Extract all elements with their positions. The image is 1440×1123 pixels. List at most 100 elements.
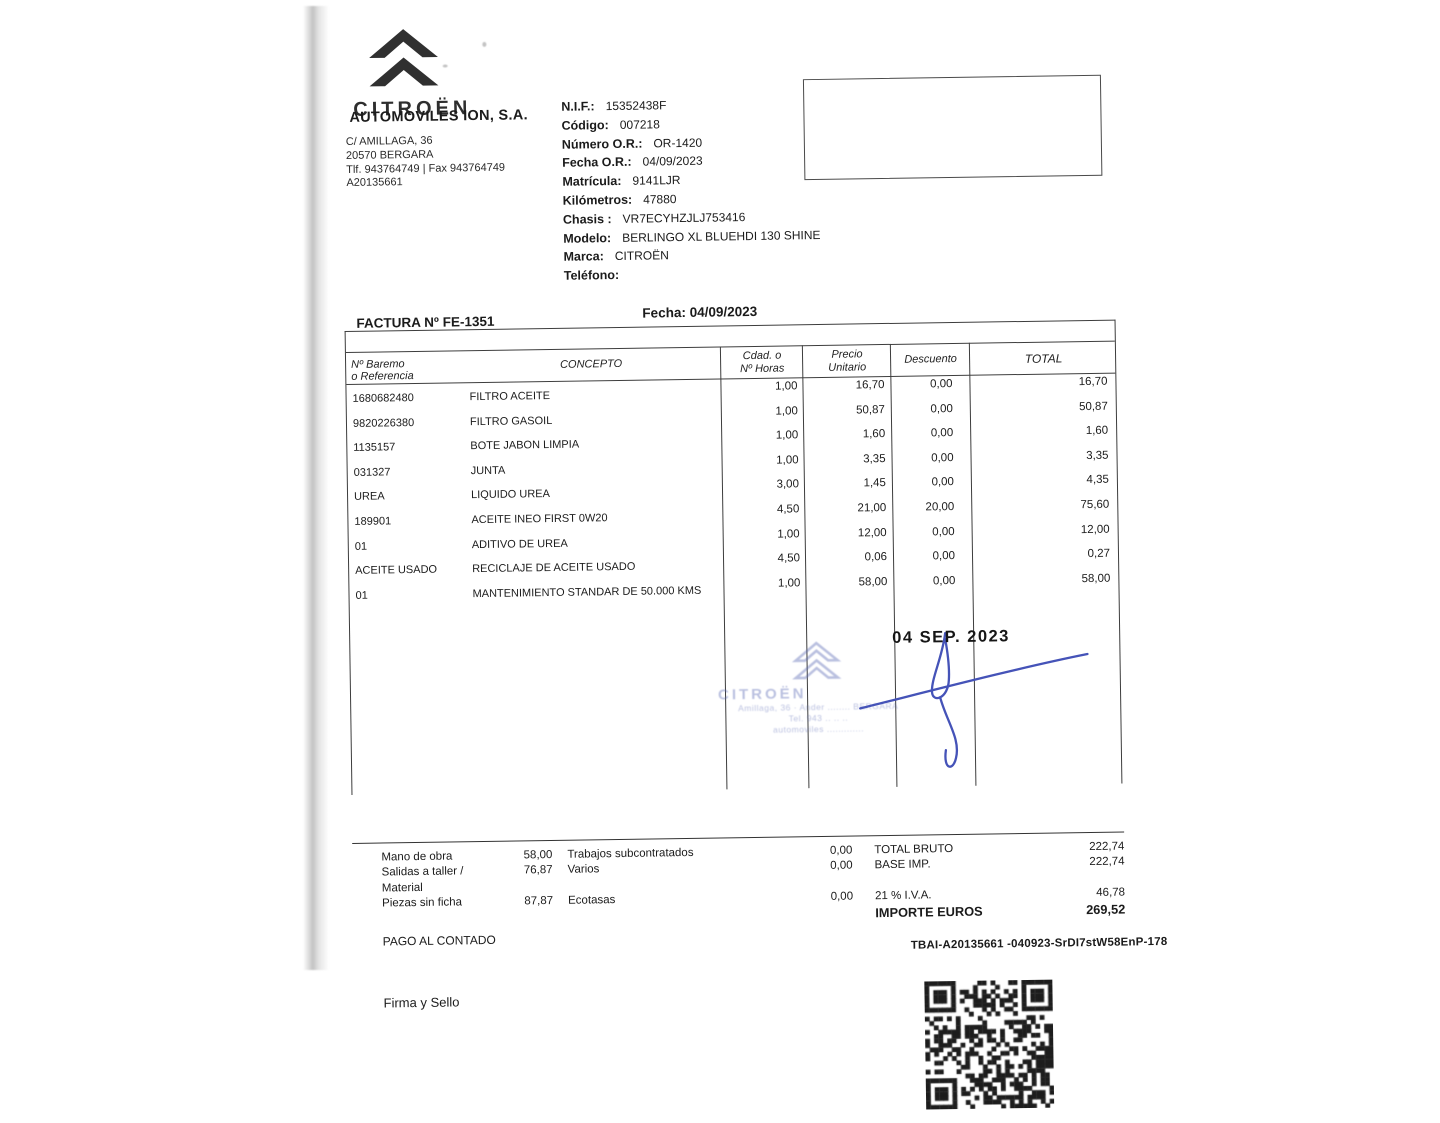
summary-value-a (503, 910, 553, 926)
row-unit-price: 0,06 (806, 549, 894, 564)
signature-label: Firma y Sello (383, 994, 459, 1010)
field-label: Kilómetros: (563, 193, 633, 208)
row-concept: MANTENIMIENTO STANDAR DE 50.000 KMS (464, 576, 724, 600)
summary-value-a: 58,00 (502, 848, 552, 864)
row-total: 4,35 (972, 472, 1119, 488)
field-label: Marca: (563, 250, 604, 265)
row-reference: 189901 (348, 506, 463, 528)
company-address-line: A20135661 (346, 175, 505, 191)
header-total: TOTAL (970, 350, 1117, 366)
summary-value-b: 0,00 (782, 844, 852, 860)
row-concept: FILTRO GASOIL (462, 404, 722, 428)
row-unit-price: 1,45 (805, 475, 893, 490)
field-value: CITROËN (615, 249, 669, 264)
row-unit-price: 16,70 (803, 377, 891, 392)
row-quantity: 3,00 (723, 477, 805, 492)
row-concept: FILTRO ACEITE (461, 379, 721, 403)
summary-label-c: IMPORTE EUROS (875, 903, 1005, 920)
field-row: Teléfono: (564, 263, 821, 286)
stamp-chevrons-icon (787, 641, 846, 684)
row-discount: 0,00 (892, 425, 971, 440)
row-discount: 0,00 (892, 450, 971, 465)
row-concept: BOTE JABON LIMPIA (462, 429, 722, 453)
row-quantity: 1,00 (724, 526, 806, 541)
field-value: OR-1420 (653, 135, 702, 150)
row-quantity: 1,00 (721, 378, 803, 393)
row-quantity: 1,00 (722, 403, 804, 418)
summary-value-c: 222,74 (1004, 855, 1124, 888)
row-discount: 0,00 (894, 548, 973, 563)
row-total: 1,60 (971, 423, 1118, 439)
row-concept: JUNTA (462, 453, 722, 477)
row-concept: LIQUIDO UREA (463, 478, 723, 502)
paper-content: CITROËN AUTOMOVILES ION, S.A. C/ AMILLAG… (0, 0, 1440, 1085)
header-reference: Nº Baremo o Referencia (346, 358, 461, 384)
header-reference-line2: o Referencia (351, 370, 461, 383)
field-value: BERLINGO XL BLUEHDI 130 SHINE (622, 228, 820, 245)
summary-gap (852, 859, 874, 890)
summary-value-b (783, 905, 853, 921)
row-unit-price: 1,60 (804, 426, 892, 441)
field-label: Teléfono: (564, 268, 620, 283)
row-discount: 0,00 (892, 400, 971, 415)
field-value: 007218 (620, 117, 660, 132)
qr-code (924, 980, 1054, 1110)
summary-gap (853, 905, 875, 921)
field-value: 9141LJR (632, 173, 680, 188)
header-qty-line2: Nº Horas (721, 362, 803, 376)
row-reference: 01 (349, 531, 464, 553)
row-reference: 1680682480 (346, 383, 461, 405)
summary-value-c: 46,78 (1005, 886, 1125, 903)
row-reference: ACEITE USADO (349, 555, 464, 577)
company-name: AUTOMOVILES ION, S.A. (349, 107, 528, 126)
row-discount: 0,00 (894, 572, 973, 587)
header-price-line2: Unitario (803, 360, 891, 374)
summary-gap (553, 909, 568, 925)
row-total: 0,27 (973, 546, 1120, 562)
customer-box (803, 75, 1102, 180)
header-qty-line1: Cdad. o (721, 349, 803, 363)
row-quantity: 1,00 (722, 452, 804, 467)
row-reference: UREA (348, 482, 463, 504)
summary-value-b: 0,00 (782, 859, 852, 891)
summary-gap (852, 843, 874, 859)
row-unit-price: 58,00 (806, 574, 894, 589)
company-address-line: Tlf. 943764749 | Fax 943764749 (346, 161, 505, 177)
row-concept: ACEITE INEO FIRST 0W20 (463, 502, 723, 526)
row-unit-price: 21,00 (805, 500, 893, 515)
field-label: N.I.F.: (561, 99, 595, 113)
row-unit-price: 50,87 (804, 402, 892, 417)
row-concept: RECICLAJE DE ACEITE USADO (464, 552, 724, 576)
row-discount: 0,00 (894, 523, 973, 538)
row-total: 58,00 (973, 570, 1120, 586)
field-label: Fecha O.R.: (562, 155, 632, 170)
summary-label-c: BASE IMP. (874, 857, 1004, 890)
header-qty: Cdad. o Nº Horas (721, 349, 803, 375)
field-value: 04/09/2023 (642, 154, 702, 169)
header-price: Precio Unitario (803, 348, 891, 374)
citroen-chevrons-icon (360, 24, 447, 95)
row-total: 12,00 (973, 521, 1120, 537)
row-reference: 01 (349, 580, 464, 602)
header-discount: Descuento (891, 353, 970, 367)
row-total: 16,70 (970, 374, 1117, 390)
summary-value-c: 222,74 (1004, 840, 1124, 857)
row-discount: 0,00 (891, 376, 970, 391)
summary-value-b: 0,00 (783, 890, 853, 906)
scanned-invoice-page: CITROËN AUTOMOVILES ION, S.A. C/ AMILLAG… (0, 0, 1440, 1080)
header-concept: CONCEPTO (461, 357, 721, 373)
summary-gap (553, 863, 568, 894)
row-total: 50,87 (971, 398, 1118, 414)
row-concept: ADITIVO DE UREA (464, 527, 724, 551)
summary-gap (853, 889, 875, 905)
row-reference: 1135157 (347, 432, 462, 454)
field-label: Matrícula: (562, 174, 621, 189)
field-label: Chasis : (563, 212, 612, 227)
row-total: 3,35 (971, 447, 1118, 463)
summary-value-c: 269,52 (1005, 901, 1125, 918)
row-reference: 9820226380 (347, 408, 462, 430)
invoice-date: Fecha: 04/09/2023 (642, 304, 757, 321)
